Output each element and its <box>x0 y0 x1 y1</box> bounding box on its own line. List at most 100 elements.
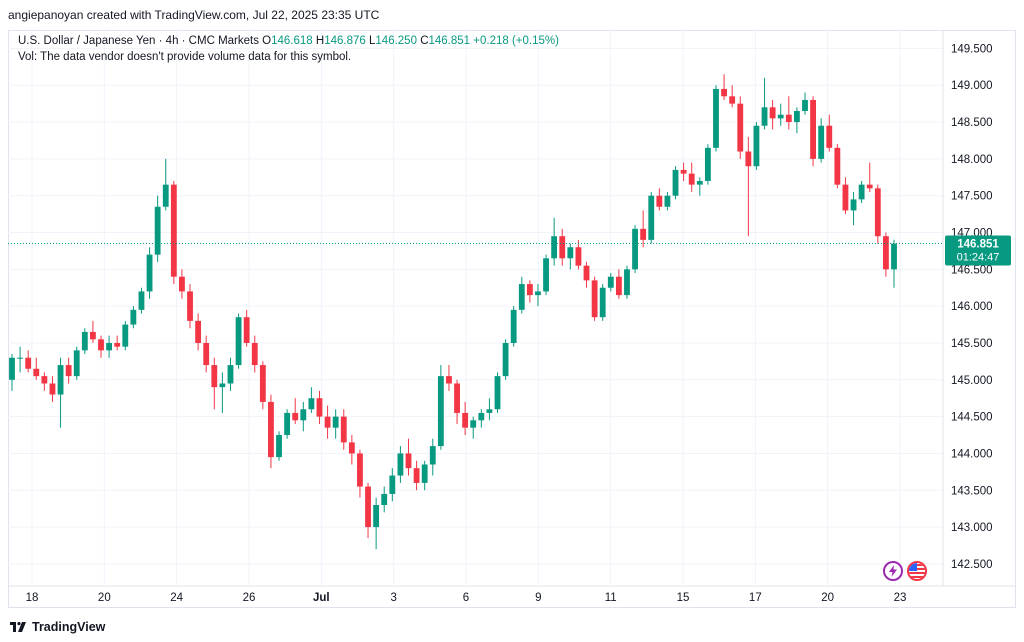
x-tick-label: 23 <box>894 592 907 604</box>
candle-body <box>130 309 137 325</box>
candle-body <box>745 151 752 167</box>
candle-body <box>777 114 784 119</box>
candle-body <box>850 199 857 211</box>
y-tick-label: 146.000 <box>951 301 993 313</box>
candle-body <box>882 236 889 270</box>
high-label: H <box>315 35 325 47</box>
candle-body <box>17 357 24 359</box>
y-tick-label: 148.500 <box>951 117 993 129</box>
candle-body <box>268 401 274 458</box>
open-value: 146.618 <box>271 35 313 47</box>
chart-attribution: angiepanoyan created with TradingView.co… <box>8 8 380 22</box>
candle-body <box>381 493 388 505</box>
y-tick-label: 142.500 <box>951 559 993 571</box>
y-tick-label: 143.000 <box>951 522 993 534</box>
candle-body <box>389 475 396 494</box>
last-price-tag-box <box>945 235 1011 266</box>
candle-body <box>114 342 121 347</box>
candle-body <box>170 184 177 277</box>
candle-body <box>429 446 436 465</box>
x-tick-label: 9 <box>535 592 541 604</box>
candle-body <box>599 287 606 318</box>
candle-body <box>25 357 32 369</box>
candle-body <box>696 180 703 185</box>
time-axis: 18 20 24 26 Jul 3 6 9 11 15 17 20 23 <box>26 592 907 604</box>
candle-body <box>33 368 40 377</box>
candle-body <box>219 383 226 388</box>
candle-body <box>510 309 517 343</box>
candle-body <box>90 331 96 340</box>
candle-body <box>397 453 404 476</box>
x-tick-label: 24 <box>170 592 183 604</box>
candle-body <box>810 99 816 159</box>
candle-body <box>179 276 185 292</box>
open-label: O <box>262 35 272 47</box>
candle-body <box>340 416 347 443</box>
candle-body <box>769 107 776 119</box>
candle-body <box>106 342 113 351</box>
candle-body <box>721 88 727 97</box>
candle-body <box>122 324 129 347</box>
candle-body <box>348 442 355 454</box>
y-tick-label: 144.500 <box>951 412 993 424</box>
candle-body <box>615 276 622 296</box>
candle-body <box>227 365 234 384</box>
y-tick-label: 149.000 <box>951 80 993 92</box>
candle-body <box>470 420 477 428</box>
close-label: C <box>420 35 429 47</box>
candle-body <box>462 412 469 428</box>
lightning-icon[interactable] <box>883 561 903 581</box>
candle-body <box>486 409 493 413</box>
candle-body <box>98 339 104 351</box>
candle-body <box>729 96 736 104</box>
candle-body <box>308 398 315 410</box>
us-flag-icon[interactable] <box>907 561 927 581</box>
candle-body <box>818 125 825 159</box>
candle-body <box>502 342 509 377</box>
candle-body <box>154 206 161 255</box>
footer-brand[interactable]: TradingView <box>32 620 106 634</box>
candle-body <box>373 504 380 528</box>
low-label: L <box>369 35 376 47</box>
candle-body <box>284 412 291 436</box>
candle-body <box>704 147 711 181</box>
candle-body <box>211 365 218 388</box>
footer: TradingView <box>10 618 105 636</box>
candle-body <box>65 365 72 377</box>
candle-body <box>834 147 841 185</box>
y-tick-label: 144.000 <box>951 448 993 460</box>
candle-body <box>664 195 671 207</box>
candle-body <box>357 453 363 487</box>
y-tick-label: 145.500 <box>951 338 993 350</box>
candle-body <box>235 317 242 366</box>
x-tick-label: 3 <box>390 592 396 604</box>
candle-body <box>607 276 614 288</box>
candle-body <box>146 254 153 292</box>
last-price-tag: 146.851 01:24:47 <box>945 235 1011 266</box>
candle-body <box>858 184 865 200</box>
y-tick-label: 148.000 <box>951 154 993 166</box>
chart-badges <box>883 561 927 581</box>
candle-body <box>632 228 638 270</box>
candle-body <box>478 412 485 421</box>
candle-body <box>251 342 258 366</box>
candle-body <box>9 357 15 380</box>
candle-body <box>437 376 444 447</box>
candle-body <box>57 365 64 395</box>
y-tick-label: 143.500 <box>951 485 993 497</box>
candles <box>9 74 897 550</box>
candle-body <box>494 376 501 410</box>
candle-body <box>81 331 88 351</box>
candle-body <box>187 291 193 321</box>
candle-body <box>454 383 460 413</box>
candle-body <box>793 111 800 123</box>
candle-body <box>518 284 525 310</box>
symbol-name[interactable]: U.S. Dollar / Japanese Yen · 4h · CMC Ma… <box>18 35 259 47</box>
x-tick-label: 20 <box>98 592 111 604</box>
candle-body <box>413 468 420 483</box>
last-price-value: 146.851 <box>957 238 999 250</box>
candle-body <box>162 184 169 207</box>
volume-note: Vol: The data vendor doesn't provide vol… <box>18 51 352 63</box>
close-value: 146.851 <box>428 35 471 47</box>
